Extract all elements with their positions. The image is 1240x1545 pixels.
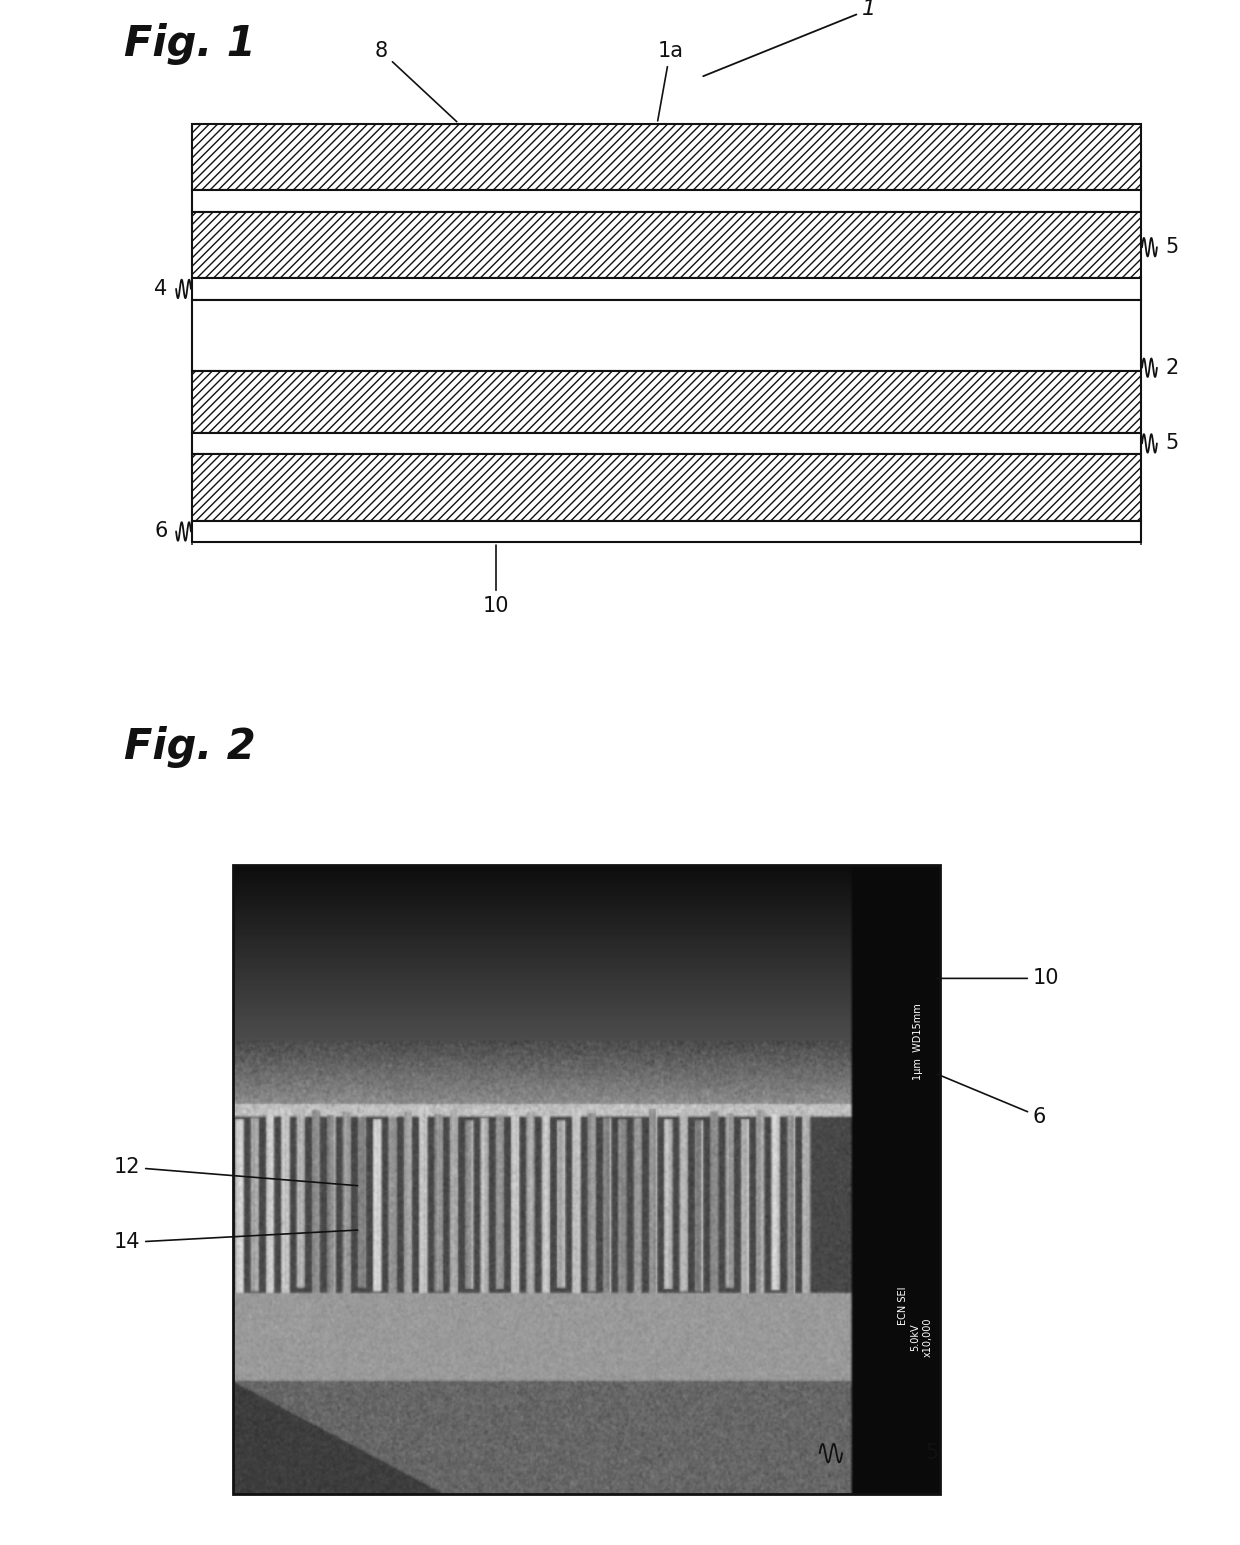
Text: 4: 4 [154,280,167,298]
Text: 5: 5 [1166,238,1179,256]
Text: 1μm  WD15mm: 1μm WD15mm [913,1003,923,1080]
Bar [192,454,1141,521]
Bar [192,371,1141,433]
Text: Fig. 1: Fig. 1 [124,23,255,65]
Bar [192,278,1141,300]
Text: 1: 1 [703,0,875,76]
Bar [192,521,1141,542]
Text: 6: 6 [154,522,167,541]
Bar [192,300,1141,371]
Text: 1a: 1a [657,42,683,121]
Text: 10: 10 [936,969,1059,989]
Text: 12: 12 [114,1157,357,1185]
Bar [233,865,940,1494]
Bar [192,190,1141,212]
Text: 14: 14 [114,1230,357,1253]
Bar [192,212,1141,278]
Text: x10,000: x10,000 [923,1316,932,1357]
Text: Fig. 2: Fig. 2 [124,726,255,768]
Text: 8: 8 [374,42,456,122]
Text: 5: 5 [925,1443,939,1463]
Bar [192,124,1141,190]
Text: ECN SEI: ECN SEI [898,1285,908,1324]
Text: 5.0kV: 5.0kV [910,1323,920,1350]
Text: 2: 2 [1166,358,1179,377]
Bar [192,433,1141,454]
Text: 6: 6 [936,1074,1047,1126]
Text: 5: 5 [1166,434,1179,453]
Text: 10: 10 [482,545,510,616]
